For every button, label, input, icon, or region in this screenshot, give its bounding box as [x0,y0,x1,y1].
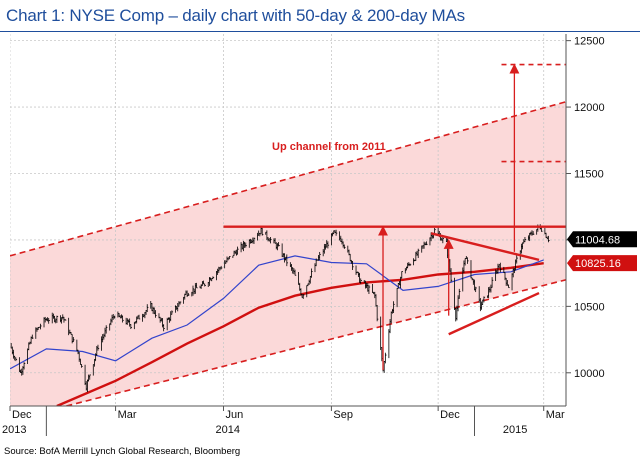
y-tick-label: 11500 [574,169,604,181]
x-month-label: Sep [333,409,353,421]
x-month-label: Mar [546,409,565,421]
triangle-top-line [430,232,540,262]
last-value-box [567,255,637,272]
x-year-label: 2014 [215,424,239,436]
plot-area: Up channel from 2011 [10,34,566,406]
y-tick-label: 10000 [574,368,605,380]
chart-title: Chart 1: NYSE Comp – daily chart with 50… [6,6,465,25]
triangle-bottom-line [448,291,540,336]
last-value-label: 11004.68 [575,234,620,246]
last-value-label: 10825.16 [575,258,621,270]
last-value-box [567,231,637,248]
x-month-label: Mar [118,409,137,421]
up-channel-fill [10,101,566,406]
x-year-label: 2015 [503,424,527,436]
x-year-label: 2013 [2,424,26,436]
y-tick-label: 12000 [574,102,605,114]
channel-upper-line [10,100,566,257]
channel-label: Up channel from 2011 [272,141,386,153]
x-month-label: Jun [225,409,243,421]
y-tick-label: 12500 [574,36,605,48]
chart-source: Source: BofA Merrill Lynch Global Resear… [4,446,241,457]
ma200-line [56,262,544,406]
x-month-label: Dec [440,409,460,421]
ma50-line [10,255,544,370]
x-month-label: Dec [12,409,32,421]
title-underline [0,31,640,32]
price-series [10,224,550,393]
channel-lower-line [66,279,566,406]
y-tick-label: 10500 [574,301,605,313]
